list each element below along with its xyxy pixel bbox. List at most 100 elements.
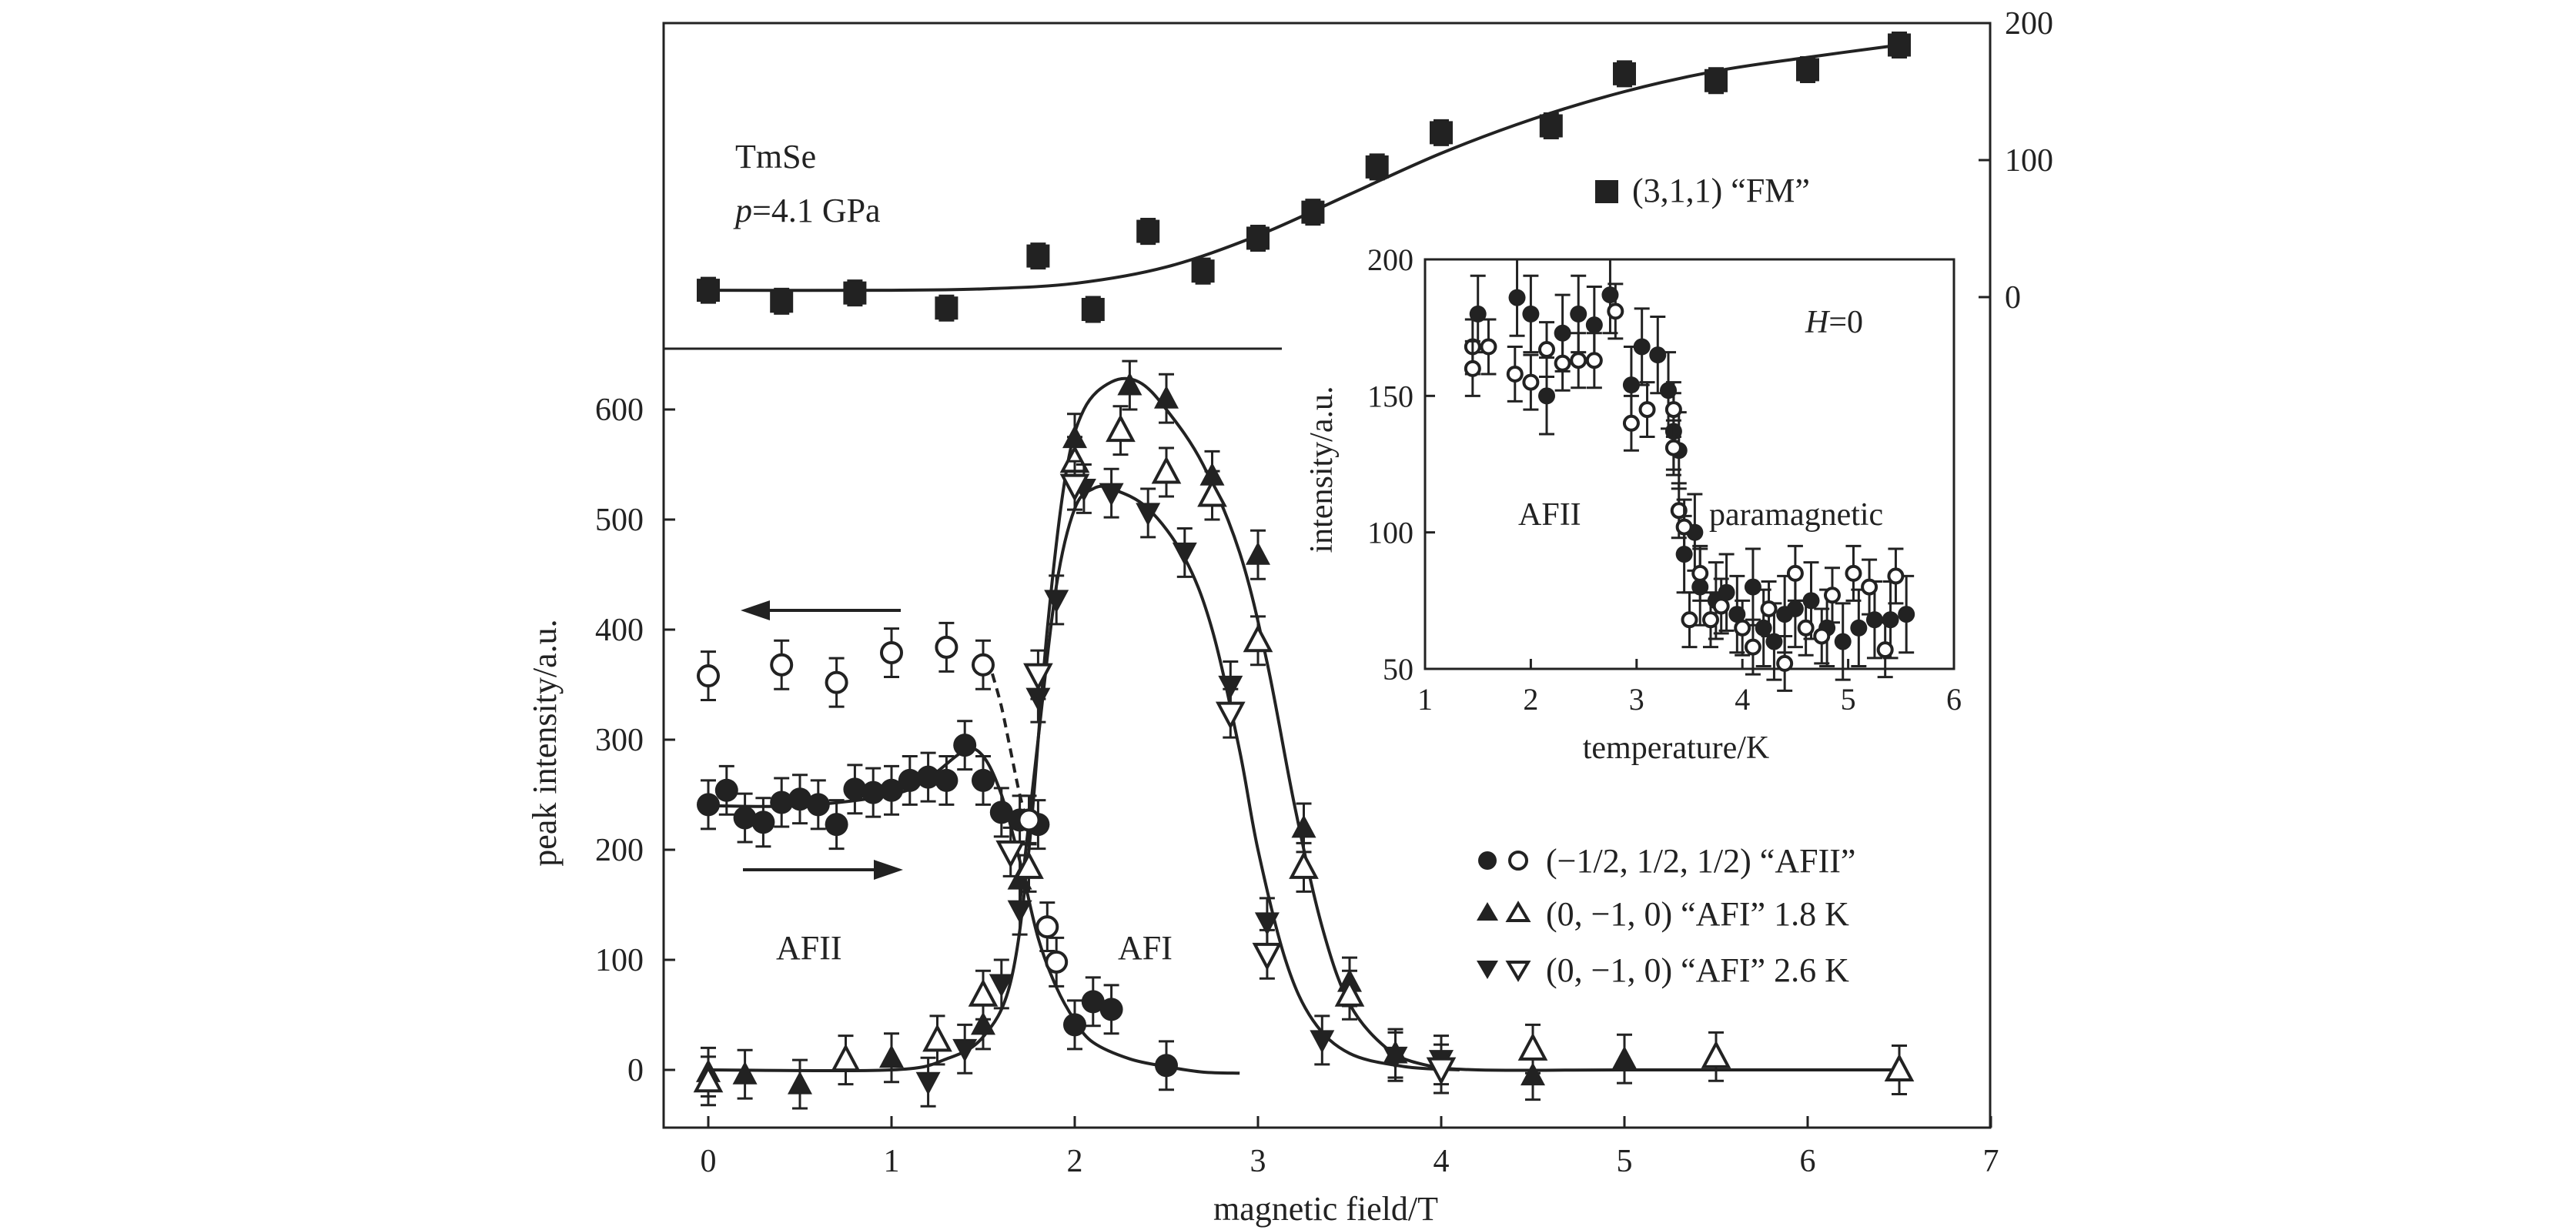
circle-marker bbox=[1585, 352, 1603, 369]
inset-data-point bbox=[1865, 580, 1883, 660]
data-point bbox=[770, 639, 794, 690]
data-point bbox=[770, 287, 794, 315]
triangle-up-marker bbox=[1334, 978, 1365, 1007]
circle-marker bbox=[916, 765, 940, 789]
arrow-left-icon bbox=[741, 600, 901, 620]
square-marker bbox=[1430, 121, 1453, 145]
pressure-symbol: p bbox=[733, 192, 752, 229]
data-point bbox=[880, 764, 903, 816]
inset-data-point bbox=[1522, 353, 1540, 411]
data-point bbox=[916, 751, 940, 803]
square-marker bbox=[1705, 69, 1728, 92]
data-point bbox=[1136, 218, 1160, 246]
triangle-down-marker bbox=[989, 974, 1014, 998]
sample-label: TmSe bbox=[735, 138, 816, 175]
inset-data-point bbox=[1845, 544, 1862, 602]
fit-curve bbox=[990, 673, 1031, 828]
data-point bbox=[1612, 1033, 1637, 1085]
data-point bbox=[843, 764, 867, 815]
circle-marker bbox=[1063, 1013, 1086, 1037]
circle-marker bbox=[1081, 990, 1105, 1014]
data-point bbox=[915, 1056, 941, 1108]
x-tick-label: 2 bbox=[1067, 1144, 1083, 1179]
data-point bbox=[697, 779, 720, 831]
triangle-down-marker bbox=[1172, 542, 1197, 566]
triangle-down-marker bbox=[1426, 1057, 1457, 1085]
data-point bbox=[1197, 470, 1227, 521]
axis-ticks: 0 1 2 3 4 5 6 7 0 100 200 300 400 500 600 0 100 200 1 2 3 4 5 6… bbox=[595, 6, 2053, 1179]
circle-marker bbox=[1797, 619, 1815, 637]
circle-marker bbox=[1861, 578, 1878, 596]
data-point bbox=[1017, 794, 1041, 846]
circle-marker bbox=[1506, 365, 1524, 383]
y-tick-label-right: 100 bbox=[2005, 143, 2053, 179]
x-tick-label: 5 bbox=[1617, 1144, 1633, 1179]
inset-data-point bbox=[1813, 607, 1831, 665]
arrow-right-icon bbox=[743, 860, 903, 880]
data-point bbox=[879, 1032, 904, 1084]
data-point bbox=[880, 627, 903, 678]
triangle-down-marker bbox=[1044, 590, 1069, 613]
triangle-up-marker bbox=[1289, 851, 1319, 879]
triangle-up-marker bbox=[1517, 1032, 1548, 1061]
fit-curve bbox=[1018, 484, 1460, 1071]
triangle-up-marker bbox=[1291, 814, 1316, 838]
inset-x-tick-label: 6 bbox=[1946, 682, 1962, 717]
circle-marker bbox=[972, 653, 995, 677]
circle-marker bbox=[1675, 518, 1693, 536]
triangle-down-marker bbox=[995, 840, 1026, 869]
triangle-down-marker bbox=[952, 1038, 978, 1062]
inset-data-point bbox=[1570, 332, 1587, 389]
circle-marker bbox=[1887, 567, 1905, 585]
square-marker bbox=[1136, 219, 1160, 243]
triangle-down-marker bbox=[1136, 503, 1161, 526]
data-point bbox=[922, 1014, 952, 1066]
square-marker bbox=[935, 296, 958, 320]
inset-data-point bbox=[1464, 339, 1481, 397]
y-tick-label-right: 0 bbox=[2005, 280, 2021, 316]
circle-marker bbox=[1712, 597, 1730, 615]
legend-filled-down-triangle bbox=[1477, 961, 1498, 979]
square-marker bbox=[843, 281, 867, 305]
data-point bbox=[1099, 984, 1123, 1035]
square-marker bbox=[1301, 200, 1325, 224]
circle-marker bbox=[806, 793, 830, 817]
square-marker bbox=[1888, 33, 1911, 57]
triangle-up-marker bbox=[693, 1065, 724, 1093]
circle-marker bbox=[697, 793, 720, 817]
circle-marker bbox=[1480, 338, 1497, 356]
square-marker bbox=[1796, 58, 1819, 82]
data-point bbox=[1007, 884, 1032, 936]
circle-marker bbox=[1691, 564, 1709, 582]
square-marker bbox=[1191, 259, 1215, 283]
data-point bbox=[1059, 460, 1090, 511]
data-point bbox=[989, 958, 1014, 1010]
triangle-down-marker bbox=[1383, 1046, 1408, 1070]
y-tick-label-left: 200 bbox=[595, 833, 644, 868]
x-tick-label: 3 bbox=[1250, 1144, 1266, 1179]
data-point bbox=[1155, 1040, 1178, 1091]
circle-marker bbox=[1681, 611, 1698, 629]
inset-data-point bbox=[1638, 381, 1656, 439]
inset-data-point bbox=[1823, 567, 1841, 624]
data-point bbox=[1252, 928, 1283, 980]
circle-marker bbox=[1876, 641, 1894, 659]
circle-marker bbox=[825, 813, 848, 837]
data-point bbox=[1884, 1044, 1915, 1095]
inset-x-tick-label: 2 bbox=[1523, 682, 1538, 717]
data-point bbox=[1045, 936, 1069, 988]
triangle-up-marker bbox=[732, 1061, 758, 1085]
data-point bbox=[1063, 999, 1086, 1051]
data-point bbox=[935, 621, 958, 673]
legend-afi-18-label: (0, −1, 0) “AFI” 1.8 K bbox=[1546, 895, 1849, 933]
circle-marker bbox=[935, 768, 958, 792]
legend-open-down-triangle bbox=[1505, 961, 1531, 982]
circle-marker bbox=[1622, 414, 1640, 432]
data-point bbox=[898, 754, 922, 806]
data-point bbox=[1383, 1031, 1408, 1082]
circle-marker bbox=[1570, 352, 1587, 369]
x-axis-label: magnetic field/T bbox=[1213, 1190, 1438, 1228]
data-point bbox=[1888, 31, 1911, 58]
data-point bbox=[1099, 467, 1124, 519]
triangle-up-marker bbox=[1701, 1040, 1731, 1068]
